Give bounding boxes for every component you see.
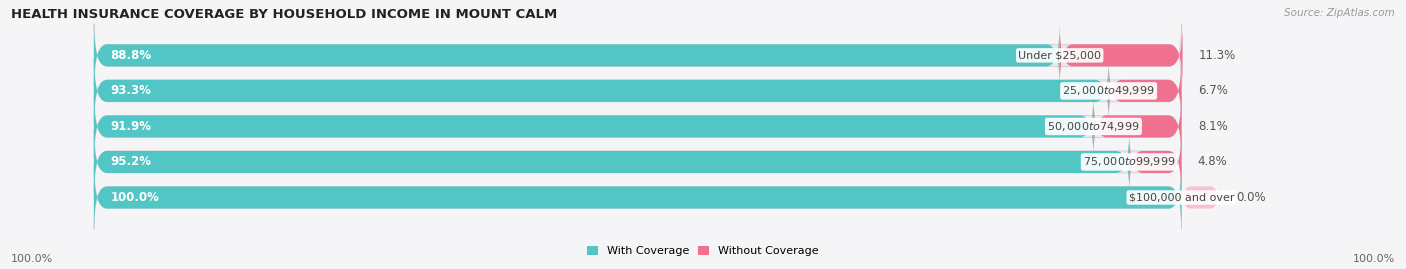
FancyBboxPatch shape — [94, 166, 1181, 229]
FancyBboxPatch shape — [94, 24, 1181, 87]
FancyBboxPatch shape — [94, 130, 1181, 194]
Text: 91.9%: 91.9% — [110, 120, 152, 133]
Text: 95.2%: 95.2% — [110, 155, 152, 168]
Text: Under $25,000: Under $25,000 — [1018, 50, 1101, 60]
Text: $50,000 to $74,999: $50,000 to $74,999 — [1047, 120, 1140, 133]
FancyBboxPatch shape — [1129, 130, 1181, 194]
FancyBboxPatch shape — [94, 166, 1181, 229]
Legend: With Coverage, Without Coverage: With Coverage, Without Coverage — [588, 246, 818, 256]
Text: 8.1%: 8.1% — [1198, 120, 1227, 133]
FancyBboxPatch shape — [94, 59, 1108, 122]
Text: 11.3%: 11.3% — [1199, 49, 1236, 62]
Text: 6.7%: 6.7% — [1198, 84, 1227, 97]
Text: Source: ZipAtlas.com: Source: ZipAtlas.com — [1284, 8, 1395, 18]
Text: HEALTH INSURANCE COVERAGE BY HOUSEHOLD INCOME IN MOUNT CALM: HEALTH INSURANCE COVERAGE BY HOUSEHOLD I… — [11, 8, 558, 21]
Text: 100.0%: 100.0% — [1353, 254, 1395, 264]
FancyBboxPatch shape — [94, 95, 1181, 158]
Text: 93.3%: 93.3% — [110, 84, 152, 97]
Text: 100.0%: 100.0% — [11, 254, 53, 264]
Text: $100,000 and over: $100,000 and over — [1129, 193, 1234, 203]
FancyBboxPatch shape — [94, 24, 1060, 87]
Text: 100.0%: 100.0% — [110, 191, 159, 204]
FancyBboxPatch shape — [1060, 24, 1182, 87]
Text: $75,000 to $99,999: $75,000 to $99,999 — [1083, 155, 1175, 168]
Text: 88.8%: 88.8% — [110, 49, 152, 62]
Text: $25,000 to $49,999: $25,000 to $49,999 — [1063, 84, 1154, 97]
FancyBboxPatch shape — [94, 59, 1181, 122]
Text: 4.8%: 4.8% — [1198, 155, 1227, 168]
FancyBboxPatch shape — [1108, 59, 1181, 122]
FancyBboxPatch shape — [1094, 95, 1181, 158]
FancyBboxPatch shape — [94, 95, 1094, 158]
FancyBboxPatch shape — [1181, 180, 1219, 215]
FancyBboxPatch shape — [94, 130, 1129, 194]
Text: 0.0%: 0.0% — [1236, 191, 1265, 204]
